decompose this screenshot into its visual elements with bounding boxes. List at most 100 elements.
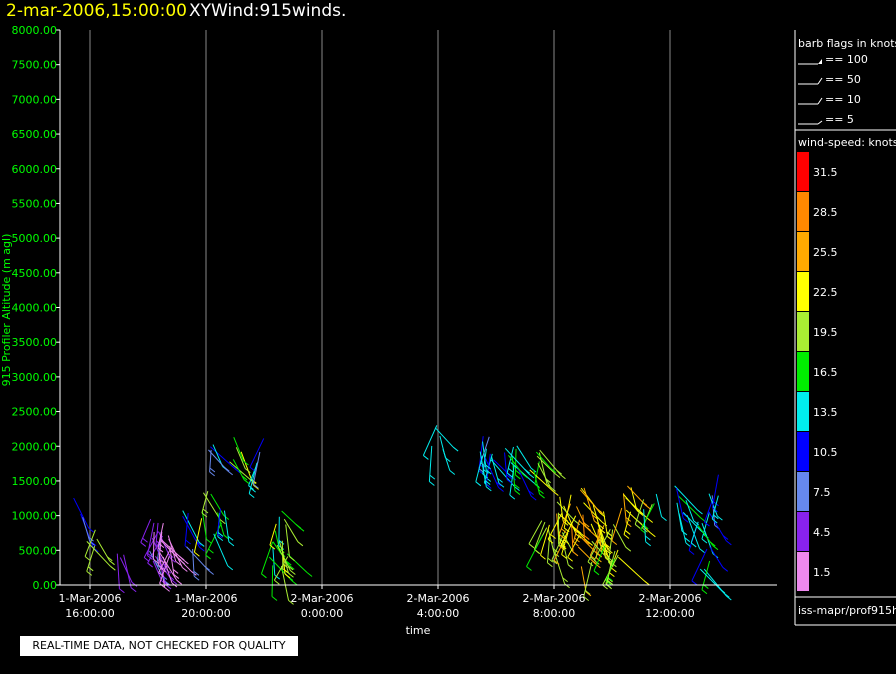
wind-barb bbox=[606, 560, 613, 590]
wind-barb bbox=[514, 448, 521, 480]
quality-warning-label: REAL-TIME DATA, NOT CHECKED FOR QUALITY bbox=[20, 636, 298, 656]
wind-barb bbox=[506, 446, 514, 478]
wind-barb bbox=[703, 498, 714, 527]
speed-bin-label: 13.5 bbox=[813, 406, 838, 419]
time-gridlines bbox=[89, 30, 671, 585]
x-tick-date: 2-Mar-2006 bbox=[639, 592, 702, 605]
wind-barb bbox=[582, 514, 590, 545]
speed-color-swatch bbox=[797, 552, 809, 591]
x-tick-time: 16:00:00 bbox=[65, 607, 114, 620]
wind-barb bbox=[73, 497, 94, 533]
barb-legend-label: == 100 bbox=[825, 53, 868, 66]
wind-barb bbox=[676, 502, 688, 536]
wind-barb bbox=[643, 509, 652, 547]
wind-barb bbox=[625, 497, 654, 523]
wind-barb bbox=[691, 548, 708, 586]
wind-barb bbox=[86, 541, 116, 571]
wind-barb bbox=[529, 469, 559, 496]
wind-barb bbox=[491, 456, 505, 488]
wind-barb bbox=[248, 462, 258, 499]
speed-bin-label: 4.5 bbox=[813, 526, 831, 539]
wind-barb bbox=[283, 518, 304, 547]
y-tick-label: 2000.00 bbox=[12, 440, 58, 453]
wind-barb bbox=[193, 518, 203, 557]
speed-color-swatch bbox=[797, 392, 809, 431]
y-tick-label: 3000.00 bbox=[12, 371, 58, 384]
wind-barb bbox=[158, 560, 172, 590]
wind-barb bbox=[690, 521, 699, 548]
wind-barbs bbox=[73, 425, 732, 605]
wind-barb bbox=[623, 511, 632, 539]
y-tick-label: 6500.00 bbox=[12, 128, 58, 141]
speed-bin-label: 7.5 bbox=[813, 486, 831, 499]
wind-barb bbox=[516, 445, 537, 473]
wind-barb bbox=[707, 510, 732, 546]
y-axis-label: 915 Profiler Altitude (m agl) bbox=[0, 234, 13, 387]
wind-barb bbox=[571, 525, 579, 557]
wind-barb bbox=[205, 522, 223, 560]
wind-barb bbox=[618, 556, 650, 586]
x-tick-date: 2-Mar-2006 bbox=[291, 592, 354, 605]
speed-bin-label: 31.5 bbox=[813, 166, 838, 179]
y-tick-label: 5000.00 bbox=[12, 232, 58, 245]
wind-barb bbox=[583, 561, 593, 602]
speed-bin-label: 10.5 bbox=[813, 446, 838, 459]
wind-barb bbox=[674, 485, 703, 515]
y-tick-label: 4000.00 bbox=[12, 302, 58, 315]
y-tick-label: 4500.00 bbox=[12, 267, 58, 280]
y-tick-label: 1500.00 bbox=[12, 475, 58, 488]
speed-color-swatch bbox=[797, 312, 809, 351]
wind-barb bbox=[201, 510, 212, 544]
wind-barb bbox=[536, 455, 561, 479]
wind-barb bbox=[547, 512, 563, 544]
speed-color-scale: 31.5 28.5 25.5 22.5 19.5 16.5 13.5 10.5 7.5 4.5 1.… bbox=[797, 152, 838, 591]
wind-barb bbox=[159, 538, 189, 565]
x-tick-time: 4:00:00 bbox=[417, 607, 459, 620]
barb-legend-label: == 50 bbox=[825, 73, 861, 86]
wind-barb bbox=[560, 515, 577, 550]
speed-bin-label: 19.5 bbox=[813, 326, 838, 339]
wind-barb bbox=[273, 556, 289, 585]
wind-barb bbox=[84, 529, 96, 561]
wind-barb bbox=[553, 550, 570, 589]
legend-panel: barb flags in knots == 100 == 50 == 10 == 5… bbox=[794, 30, 896, 626]
wind-barb bbox=[603, 511, 613, 541]
wind-barb bbox=[186, 546, 214, 575]
barb-legend-label: == 5 bbox=[825, 113, 854, 126]
wind-barb bbox=[526, 535, 543, 571]
plot-axes bbox=[59, 30, 777, 586]
y-tick-label: 2500.00 bbox=[12, 406, 58, 419]
wind-barb bbox=[561, 532, 569, 559]
x-tick-date: 2-Mar-2006 bbox=[407, 592, 470, 605]
wind-barb bbox=[533, 469, 545, 499]
speed-bin-label: 16.5 bbox=[813, 366, 838, 379]
wind-barb bbox=[86, 545, 96, 576]
x-tick-time: 12:00:00 bbox=[645, 607, 694, 620]
wind-barb bbox=[271, 565, 278, 601]
wind-barb bbox=[146, 522, 155, 560]
wind-barb bbox=[627, 485, 651, 510]
wind-barb bbox=[504, 452, 513, 484]
wind-barb bbox=[210, 446, 241, 474]
wind-barb bbox=[280, 565, 294, 605]
wind-barb bbox=[540, 524, 550, 560]
wind-barb bbox=[511, 456, 521, 495]
y-tick-label: 3500.00 bbox=[12, 336, 58, 349]
wind-barb bbox=[699, 568, 730, 598]
wind-barb bbox=[677, 495, 706, 523]
wind-barb bbox=[123, 554, 137, 593]
wind-barb bbox=[182, 510, 205, 547]
barb-sample-tick bbox=[817, 97, 823, 105]
barb-legend-title: barb flags in knots bbox=[798, 37, 896, 50]
wind-barb bbox=[281, 510, 305, 532]
wind-barb bbox=[675, 487, 689, 523]
chart-date-title: 2-mar-2006,15:00:00 bbox=[6, 1, 187, 21]
wind-barb bbox=[140, 518, 152, 547]
speed-color-swatch bbox=[797, 432, 809, 471]
wind-barb bbox=[572, 519, 581, 547]
wind-barb bbox=[508, 454, 529, 479]
wind-barb bbox=[428, 445, 436, 486]
x-tick-date: 1-Mar-2006 bbox=[59, 592, 122, 605]
wind-barb bbox=[516, 465, 537, 501]
wind-barb bbox=[611, 507, 623, 546]
